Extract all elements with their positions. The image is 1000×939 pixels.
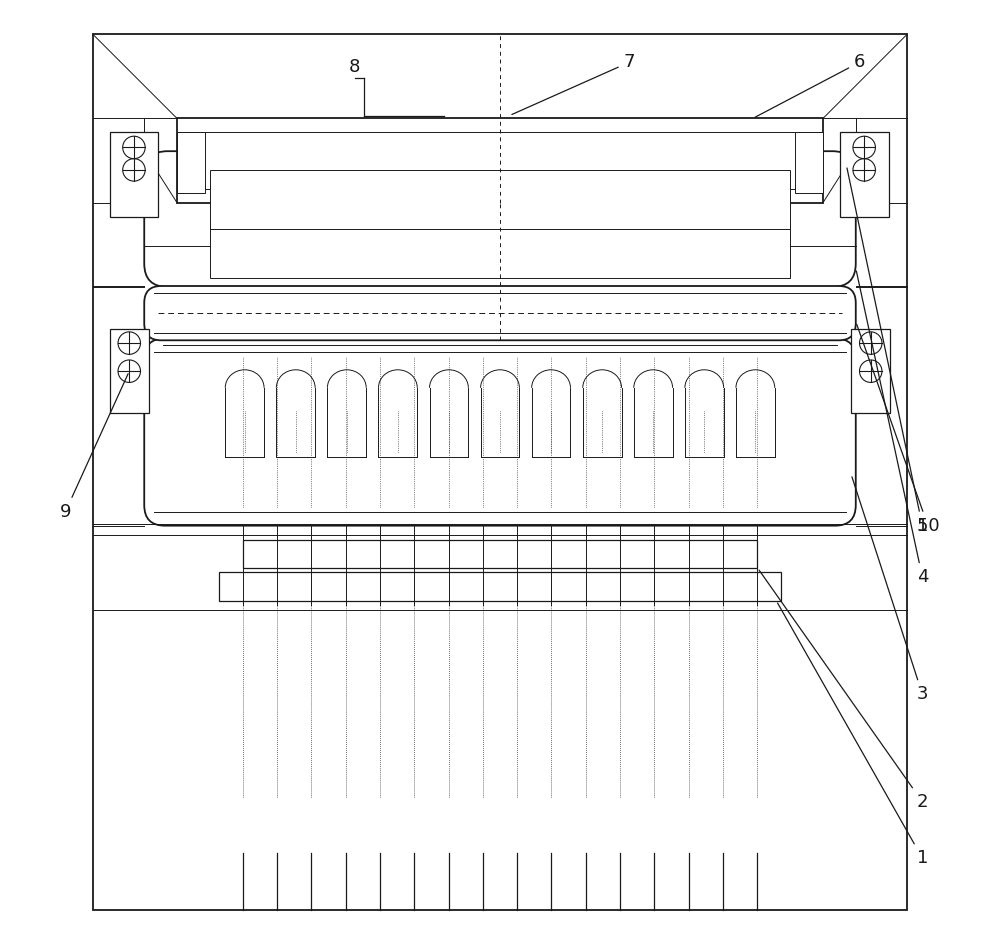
Bar [110,132,158,217]
Bar [93,34,907,910]
Text: 5: 5 [847,168,928,534]
Bar [795,132,823,193]
FancyBboxPatch shape [144,338,856,526]
FancyBboxPatch shape [144,151,856,287]
Bar [177,118,823,203]
Text: 10: 10 [857,324,939,534]
Text: 8: 8 [349,58,361,76]
Text: 2: 2 [759,570,928,811]
Bar [177,132,205,193]
Text: 7: 7 [512,54,635,115]
Bar [210,170,790,278]
Bar [243,540,757,568]
Bar [851,329,890,413]
Bar [840,132,889,217]
Text: 3: 3 [852,477,928,703]
Text: 1: 1 [778,603,928,867]
Bar [219,573,781,601]
Bar [110,329,149,413]
FancyBboxPatch shape [144,286,856,340]
Text: 9: 9 [60,374,128,520]
Text: 6: 6 [755,54,865,117]
Text: 4: 4 [856,271,928,586]
